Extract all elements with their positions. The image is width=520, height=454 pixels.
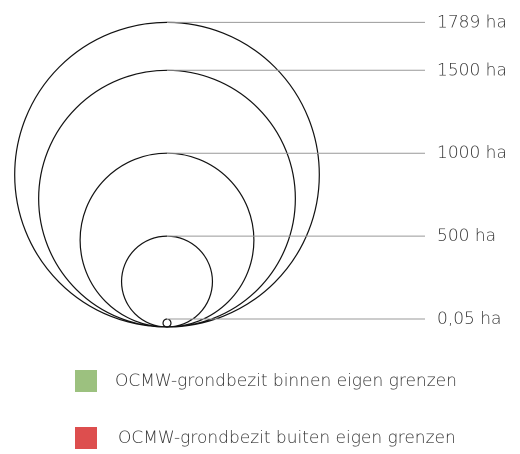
legend-swatch xyxy=(75,427,97,449)
size-circle xyxy=(79,152,255,328)
size-circle xyxy=(14,21,320,328)
size-label: 1500 ha xyxy=(437,60,507,80)
size-circle xyxy=(162,318,172,328)
size-label: 1000 ha xyxy=(437,143,507,163)
legend-swatch xyxy=(75,370,97,392)
size-label: 1789 ha xyxy=(437,12,507,32)
legend-label: OCMW-grondbezit buiten eigen grenzen xyxy=(118,428,456,448)
size-label: 500 ha xyxy=(437,226,496,246)
size-circle xyxy=(38,69,296,328)
legend-label: OCMW-grondbezit binnen eigen grenzen xyxy=(115,371,457,391)
size-label: 0,05 ha xyxy=(437,309,501,329)
size-circle xyxy=(120,235,214,328)
